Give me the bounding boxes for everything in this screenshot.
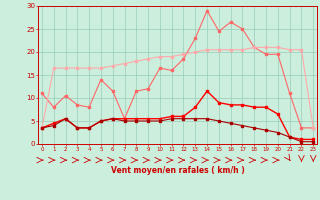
X-axis label: Vent moyen/en rafales ( km/h ): Vent moyen/en rafales ( km/h ) bbox=[111, 166, 244, 175]
